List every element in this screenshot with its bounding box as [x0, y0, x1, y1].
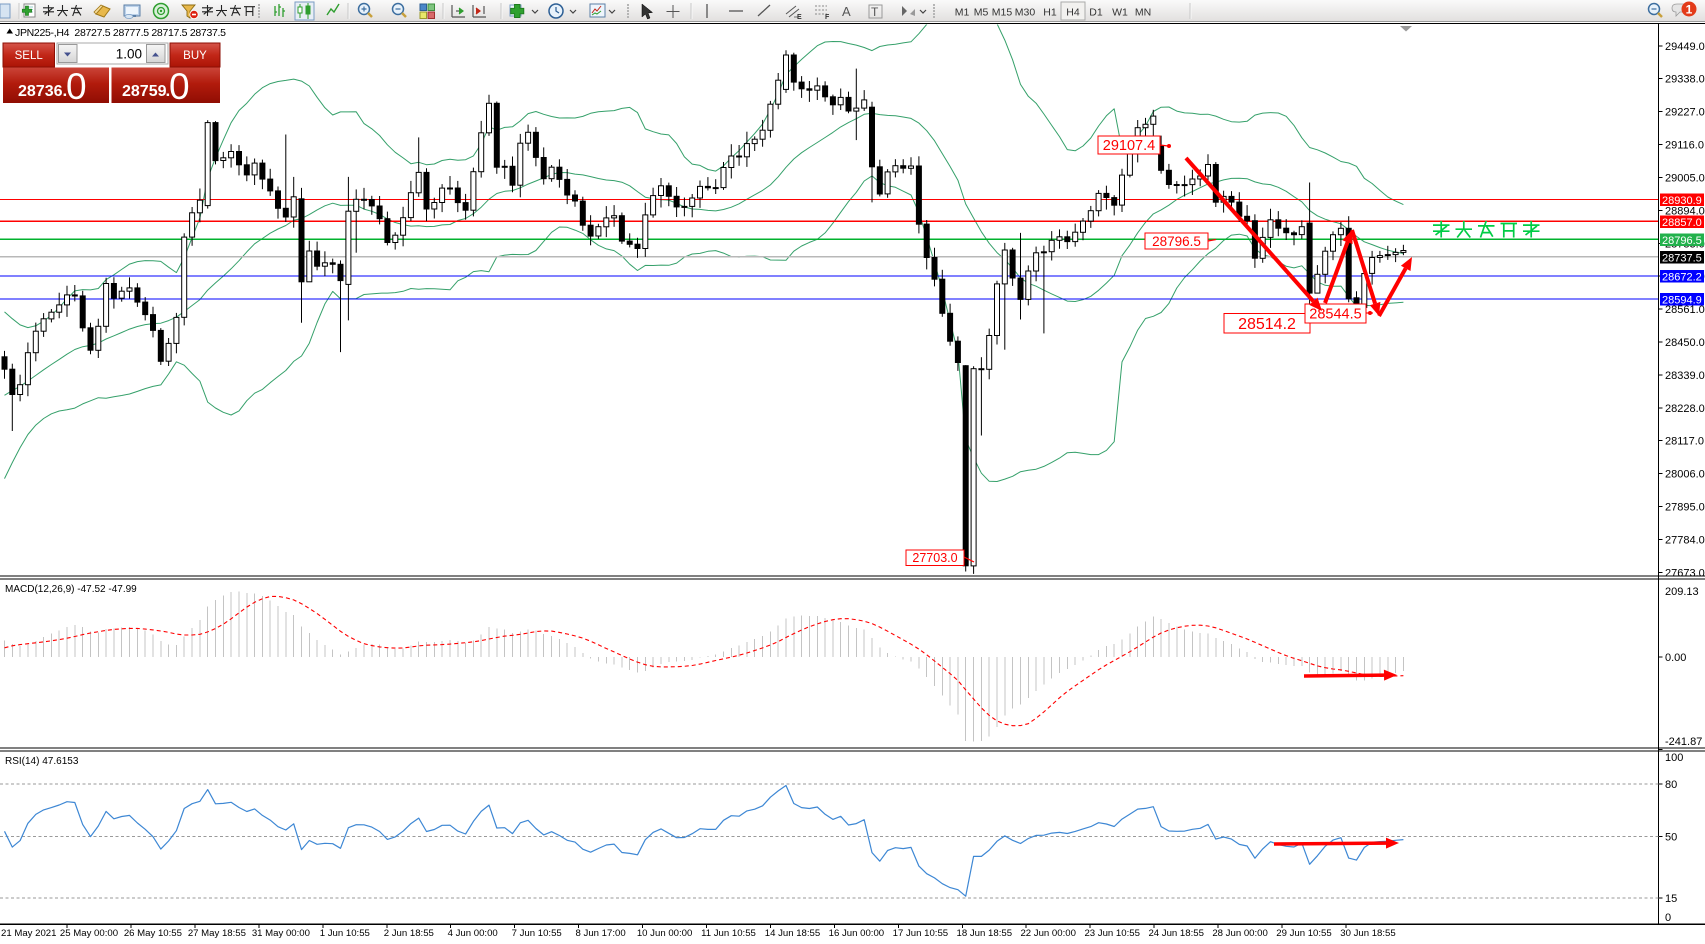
svg-text:M1: M1	[955, 7, 970, 19]
svg-text:27895.0: 27895.0	[1665, 502, 1705, 514]
svg-text:28857.0: 28857.0	[1662, 217, 1702, 229]
svg-text:21 May 2021: 21 May 2021	[1, 928, 56, 939]
svg-text:0: 0	[66, 66, 87, 107]
svg-text:28894.0: 28894.0	[1665, 205, 1705, 217]
svg-text:2 Jun 18:55: 2 Jun 18:55	[384, 928, 434, 939]
svg-text:22 Jun 00:00: 22 Jun 00:00	[1020, 928, 1075, 939]
svg-text:209.13: 209.13	[1665, 586, 1699, 598]
svg-text:MACD(12,26,9) -47.52 -47.99: MACD(12,26,9) -47.52 -47.99	[5, 584, 137, 595]
svg-text:28514.2: 28514.2	[1238, 316, 1296, 333]
svg-text:29116.0: 29116.0	[1665, 140, 1704, 152]
svg-text:.: .	[63, 81, 68, 100]
svg-text:28006.0: 28006.0	[1665, 469, 1705, 481]
svg-text:27703.0: 27703.0	[912, 551, 957, 565]
svg-text:50: 50	[1665, 832, 1677, 844]
svg-text:-241.87: -241.87	[1665, 736, 1702, 748]
svg-text:0: 0	[169, 66, 190, 107]
svg-text:28930.9: 28930.9	[1662, 195, 1702, 207]
svg-text:28736: 28736	[18, 83, 63, 100]
svg-text:31 May 00:00: 31 May 00:00	[252, 928, 310, 939]
svg-text:T: T	[871, 5, 879, 19]
svg-text:8 Jun 17:00: 8 Jun 17:00	[576, 928, 626, 939]
svg-text:1.00: 1.00	[116, 47, 142, 62]
svg-text:.: .	[166, 81, 171, 100]
svg-text:28672.2: 28672.2	[1662, 272, 1702, 284]
svg-text:4 Jun 00:00: 4 Jun 00:00	[448, 928, 498, 939]
svg-text:15: 15	[1665, 893, 1677, 905]
svg-text:28561.0: 28561.0	[1665, 304, 1705, 316]
svg-text:10 Jun 00:00: 10 Jun 00:00	[637, 928, 692, 939]
svg-text:M30: M30	[1015, 7, 1036, 19]
svg-text:JPN225-,H4 28727.5 28777.5 28: JPN225-,H4 28727.5 28777.5 28717.5 28737…	[15, 27, 226, 39]
svg-text:14 Jun 18:55: 14 Jun 18:55	[765, 928, 820, 939]
svg-text:29338.0: 29338.0	[1665, 74, 1705, 86]
svg-text:100: 100	[1665, 752, 1683, 764]
svg-text:W1: W1	[1112, 7, 1128, 19]
svg-text:0: 0	[1665, 912, 1671, 924]
svg-text:28759: 28759	[122, 83, 167, 100]
svg-text:30 Jun 18:55: 30 Jun 18:55	[1340, 928, 1395, 939]
svg-text:28796.5: 28796.5	[1662, 235, 1702, 247]
svg-text:28450.0: 28450.0	[1665, 337, 1705, 349]
svg-text:29107.4: 29107.4	[1103, 138, 1155, 154]
svg-text:11 Jun 10:55: 11 Jun 10:55	[701, 928, 756, 939]
svg-text:SELL: SELL	[15, 50, 44, 62]
svg-text:27673.0: 27673.0	[1665, 567, 1705, 579]
svg-text:17 Jun 10:55: 17 Jun 10:55	[893, 928, 948, 939]
svg-text:7 Jun 10:55: 7 Jun 10:55	[512, 928, 562, 939]
svg-text:A: A	[842, 4, 851, 19]
svg-text:28737.5: 28737.5	[1662, 252, 1702, 264]
svg-text:29449.0: 29449.0	[1665, 41, 1705, 53]
svg-text:1 Jun 10:55: 1 Jun 10:55	[320, 928, 370, 939]
svg-text:1: 1	[1686, 3, 1693, 17]
svg-text:27 May 18:55: 27 May 18:55	[188, 928, 246, 939]
svg-text:BUY: BUY	[183, 50, 207, 62]
svg-text:28117.0: 28117.0	[1665, 436, 1704, 448]
svg-text:16 Jun 00:00: 16 Jun 00:00	[829, 928, 884, 939]
svg-text:MN: MN	[1135, 7, 1151, 19]
svg-text:27784.0: 27784.0	[1665, 535, 1705, 547]
svg-text:28339.0: 28339.0	[1665, 370, 1705, 382]
svg-text:28796.5: 28796.5	[1152, 234, 1201, 249]
svg-text:29 Jun 10:55: 29 Jun 10:55	[1276, 928, 1331, 939]
svg-text:25 May 00:00: 25 May 00:00	[60, 928, 118, 939]
svg-text:F: F	[825, 14, 830, 21]
svg-text:23 Jun 10:55: 23 Jun 10:55	[1084, 928, 1139, 939]
svg-text:E: E	[797, 14, 802, 21]
svg-text:29227.0: 29227.0	[1665, 107, 1705, 119]
svg-text:RSI(14) 47.6153: RSI(14) 47.6153	[5, 756, 79, 767]
svg-text:D1: D1	[1089, 7, 1103, 19]
svg-text:M15: M15	[992, 7, 1013, 19]
svg-text:28594.9: 28594.9	[1662, 295, 1702, 307]
svg-text:H1: H1	[1043, 7, 1057, 19]
svg-text:80: 80	[1665, 779, 1677, 791]
svg-text:28 Jun 00:00: 28 Jun 00:00	[1212, 928, 1267, 939]
svg-text:28228.0: 28228.0	[1665, 403, 1705, 415]
svg-text:M5: M5	[974, 7, 989, 19]
svg-text:29005.0: 29005.0	[1665, 172, 1705, 184]
svg-text:28544.5: 28544.5	[1309, 307, 1361, 323]
svg-text:26 May 10:55: 26 May 10:55	[124, 928, 182, 939]
svg-text:0.00: 0.00	[1665, 652, 1686, 664]
svg-text:24 Jun 18:55: 24 Jun 18:55	[1148, 928, 1203, 939]
svg-text:H4: H4	[1066, 7, 1080, 19]
svg-text:18 Jun 18:55: 18 Jun 18:55	[957, 928, 1012, 939]
